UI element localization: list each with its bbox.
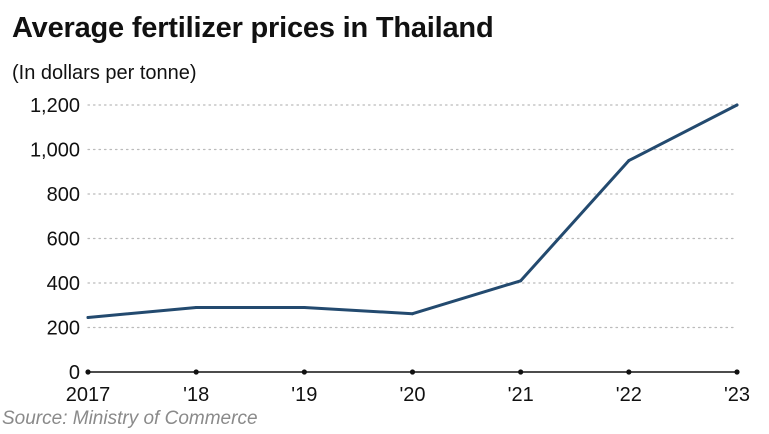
series-layer bbox=[86, 103, 739, 319]
x-tick-label: '18 bbox=[183, 384, 209, 406]
y-tick-label: 800 bbox=[47, 184, 80, 206]
y-axis-tick-labels: 0 200 400 600 800 1,000 1,200 bbox=[30, 95, 80, 384]
y-tick-label: 400 bbox=[47, 273, 80, 295]
x-tick-mark bbox=[301, 369, 307, 375]
data-point bbox=[627, 159, 631, 163]
chart-title: Average fertilizer prices in Thailand bbox=[12, 12, 494, 44]
y-tick-label: 600 bbox=[47, 229, 80, 251]
data-point bbox=[519, 279, 523, 283]
y-tick-label: 1,000 bbox=[30, 140, 80, 162]
data-point bbox=[86, 315, 90, 319]
data-point bbox=[735, 103, 739, 107]
x-axis bbox=[85, 369, 740, 375]
data-point bbox=[411, 312, 414, 316]
x-tick-label: '22 bbox=[616, 384, 642, 406]
x-tick-mark bbox=[409, 369, 416, 375]
x-tick-mark bbox=[518, 369, 524, 375]
x-tick-label: '23 bbox=[724, 384, 750, 406]
x-tick-mark bbox=[193, 369, 199, 375]
y-tick-label: 1,200 bbox=[30, 95, 80, 117]
x-tick-mark bbox=[734, 369, 740, 375]
gridlines bbox=[87, 104, 738, 329]
data-point bbox=[302, 305, 306, 309]
x-tick-label: '20 bbox=[399, 384, 425, 406]
x-tick-label: '19 bbox=[291, 384, 317, 406]
y-tick-label: 200 bbox=[47, 318, 80, 340]
y-tick-label: 0 bbox=[69, 362, 80, 384]
chart-subtitle: (In dollars per tonne) bbox=[12, 62, 197, 84]
series-line bbox=[86, 103, 739, 319]
x-tick-label: '21 bbox=[508, 384, 534, 406]
data-point bbox=[194, 305, 198, 309]
x-tick-label: 2017 bbox=[66, 384, 111, 406]
x-axis-tick-labels: 2017 '18 '19 '20 '21 '22 '23 bbox=[66, 384, 750, 406]
source-note: Source: Ministry of Commerce bbox=[2, 408, 258, 429]
x-tick-mark bbox=[626, 369, 632, 375]
x-tick-mark bbox=[85, 369, 91, 375]
